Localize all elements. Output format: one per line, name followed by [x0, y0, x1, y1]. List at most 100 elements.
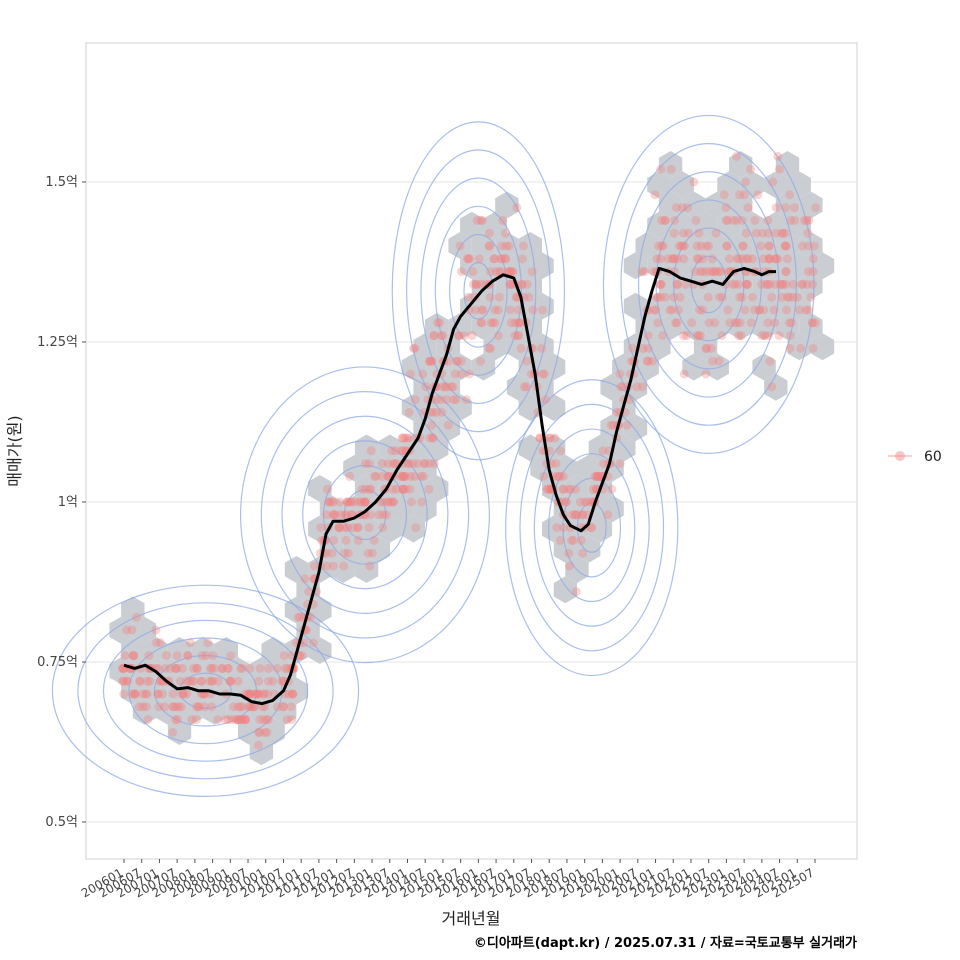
hexbin-cell — [775, 151, 800, 178]
trade-point — [804, 267, 813, 277]
trade-point — [472, 279, 481, 289]
trade-point — [122, 625, 132, 635]
trade-point — [754, 305, 764, 315]
trade-point — [490, 318, 500, 328]
hexbin-cell — [132, 697, 157, 725]
y-axis: 0.5억 0.75억 1억 1.25억 1.5억 — [37, 175, 86, 830]
trade-point — [238, 715, 247, 725]
trade-point — [522, 382, 532, 392]
trade-point — [770, 318, 780, 328]
contour-ring — [102, 619, 309, 762]
trade-point — [695, 331, 705, 341]
trade-point — [500, 228, 510, 238]
trade-point — [263, 689, 273, 699]
trade-point — [366, 510, 376, 520]
trade-point — [735, 292, 745, 302]
trade-point — [738, 254, 748, 264]
trade-point — [503, 267, 513, 277]
hexbin-cell — [729, 232, 753, 259]
trade-point — [287, 715, 297, 725]
trade-point — [711, 267, 721, 277]
trade-point — [329, 510, 339, 520]
trade-point — [154, 702, 164, 712]
hexbin-cell — [729, 272, 753, 300]
trade-point — [388, 459, 398, 469]
trade-point — [512, 203, 522, 213]
trade-point — [788, 279, 798, 289]
trade-point — [698, 267, 707, 277]
trade-point — [129, 651, 139, 661]
hexbin-cell — [261, 718, 285, 745]
trade-point — [353, 535, 363, 545]
trade-point — [489, 254, 499, 264]
trade-point — [182, 676, 191, 686]
trade-point — [440, 382, 450, 392]
trade-point — [425, 356, 435, 366]
trade-point — [208, 676, 218, 686]
trade-point — [714, 267, 724, 277]
trade-point — [405, 484, 415, 494]
trade-point — [383, 471, 393, 481]
trade-point — [485, 292, 495, 302]
trade-point — [386, 497, 396, 507]
trade-point — [357, 484, 367, 494]
trade-point — [263, 663, 273, 673]
trade-point — [764, 254, 774, 264]
trade-point — [396, 446, 406, 456]
trade-point — [334, 523, 344, 533]
trade-point — [389, 497, 399, 507]
trade-point — [650, 190, 660, 200]
trade-point — [808, 267, 818, 277]
trade-point — [504, 267, 514, 277]
trade-point — [665, 305, 675, 315]
trade-point — [168, 702, 178, 712]
trade-point — [237, 663, 247, 673]
trade-point — [660, 215, 670, 225]
trade-point — [484, 228, 494, 238]
trade-point — [808, 343, 818, 353]
trade-point — [252, 689, 262, 699]
trade-point — [127, 689, 137, 699]
hexbin-cell — [729, 191, 753, 219]
trade-point — [674, 305, 683, 315]
hexbin-cell — [658, 191, 683, 219]
trade-point — [765, 279, 775, 289]
trade-point — [335, 497, 345, 507]
hexbin-cell — [413, 454, 437, 482]
trade-point — [692, 331, 702, 341]
hexbin-cell — [588, 434, 613, 462]
hexbin-cell — [787, 292, 811, 320]
hexbin-cell — [647, 211, 671, 239]
hexbin-cell — [378, 515, 402, 543]
trade-point — [378, 510, 388, 520]
trade-point — [687, 318, 697, 328]
trade-point — [556, 446, 566, 456]
trade-point — [618, 382, 628, 392]
trade-point — [734, 331, 744, 341]
trade-point — [464, 254, 474, 264]
hexbin-cell — [623, 333, 648, 361]
trade-point — [367, 548, 377, 558]
trade-point — [717, 292, 727, 302]
trade-point — [383, 497, 393, 507]
hexbin-cell — [343, 454, 367, 482]
hexbin-cell — [179, 697, 203, 725]
trade-point — [278, 676, 288, 686]
trade-point — [683, 203, 693, 213]
contour-ring — [322, 464, 408, 565]
trade-point — [701, 267, 711, 277]
trade-point — [643, 356, 653, 366]
trade-point — [773, 254, 783, 264]
trade-point — [691, 215, 701, 225]
hexbin-cell — [600, 495, 624, 523]
trade-point — [642, 356, 652, 366]
hexbin-cell — [705, 353, 729, 381]
hexbin-cell — [471, 272, 496, 300]
trade-point — [654, 241, 664, 251]
trade-point — [537, 343, 546, 353]
contour-ring — [548, 453, 636, 603]
trade-point — [175, 676, 185, 686]
trade-point — [501, 254, 511, 264]
trade-point — [781, 267, 791, 277]
hexbin-cell — [670, 292, 694, 320]
